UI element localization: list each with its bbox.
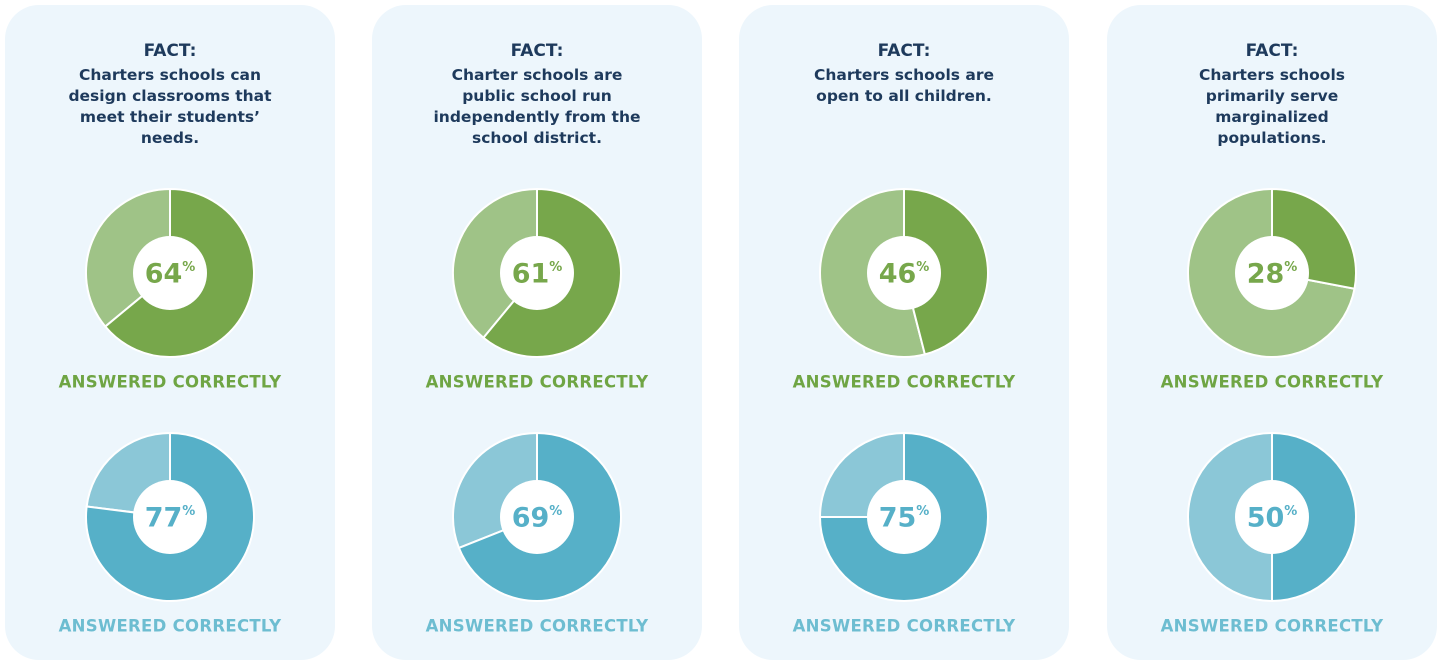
- series-name: ANSWERED CORRECTLY: [426, 373, 650, 392]
- fact-heading: FACT:: [1245, 41, 1299, 61]
- donut-hole: [500, 236, 574, 310]
- fact-text: Charters schools can design classrooms t…: [68, 66, 272, 147]
- fact-heading: FACT:: [877, 41, 931, 61]
- donut-remainder: [1187, 431, 1273, 603]
- fact-heading: FACT:: [510, 41, 564, 61]
- donut-slice: [1271, 431, 1357, 603]
- fact-text: Charters schools primarily serve margina…: [1199, 66, 1345, 147]
- donut-remainder: [452, 187, 538, 340]
- series-name: ANSWERED CORRECTLY: [59, 617, 283, 636]
- series-name: ANSWERED CORRECTLY: [59, 373, 283, 392]
- donut-hole: [1235, 236, 1309, 310]
- series-name: ANSWERED CORRECTLY: [1161, 373, 1385, 392]
- fact-card: 28% ANSWERED CORRECTLY 50% ANSWERED CORRECT…: [1107, 5, 1437, 660]
- donut-hole: [867, 480, 941, 554]
- series-name: ANSWERED CORRECTLY: [1161, 617, 1385, 636]
- series-name: ANSWERED CORRECTLY: [793, 617, 1017, 636]
- donut-slice: [818, 431, 989, 602]
- fact-heading: FACT:: [143, 41, 197, 61]
- fact-card: 46% ANSWERED CORRECTLY 75% ANSWERED CORRECT…: [739, 5, 1069, 660]
- series-name: ANSWERED CORRECTLY: [426, 617, 650, 636]
- value-label: 61%: [512, 259, 563, 290]
- donut-hole: [867, 236, 941, 310]
- fact-card: 61% ANSWERED CORRECTLY 69% ANSWERED CORRECT…: [372, 5, 702, 660]
- fact-text: Charters schools are open to all childre…: [814, 66, 994, 105]
- fact-card: 64% ANSWERED CORRECTLY 77% ANSWERED CORRECT…: [5, 5, 335, 660]
- donut-slice: [903, 187, 989, 356]
- donut-hole: [1235, 480, 1309, 554]
- donut-hole: [500, 480, 574, 554]
- series-name: ANSWERED CORRECTLY: [793, 373, 1017, 392]
- donut-hole: [133, 236, 207, 310]
- donut-hole: [133, 480, 207, 554]
- fact-text: Charter schools are public school run in…: [433, 66, 641, 147]
- donut-remainder: [85, 187, 171, 328]
